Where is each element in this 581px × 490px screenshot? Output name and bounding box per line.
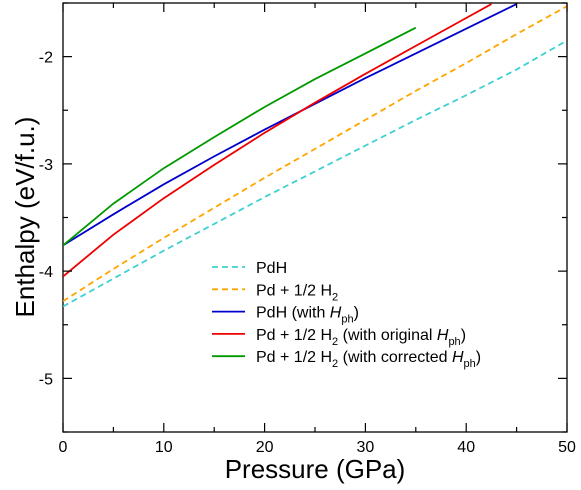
legend-label-5: Pd + 1/2 H2 (with corrected Hph)	[256, 349, 481, 370]
x-tick-label: 0	[59, 439, 68, 456]
series-line-4	[63, 3, 492, 278]
y-tick-label: -2	[39, 50, 53, 67]
series-line-1	[63, 39, 567, 308]
legend-label-4: Pd + 1/2 H2 (with original Hph)	[256, 327, 466, 348]
x-tick-label: 40	[457, 439, 475, 456]
y-tick-label: -5	[39, 371, 53, 388]
series-line-5	[63, 26, 417, 247]
x-tick-label: 10	[155, 439, 173, 456]
plot-area	[62, 2, 568, 433]
plot-frame	[62, 2, 568, 433]
y-tick-label: -4	[39, 264, 53, 281]
legend-label-1: PdH	[256, 260, 287, 277]
x-axis-title: Pressure (GPa)	[225, 454, 406, 484]
x-tick-label: 30	[357, 439, 375, 456]
y-axis-title: Enthalpy (eV/f.u.)	[10, 117, 40, 318]
x-tick-label: 20	[256, 439, 274, 456]
series-line-2	[63, 5, 567, 302]
y-axis: -5 -4 -3 -2	[39, 2, 567, 433]
x-tick-label: 50	[558, 439, 576, 456]
x-axis: 0 10 20 30 40 50	[59, 3, 576, 456]
series-line-3	[63, 3, 517, 247]
series-lines	[63, 3, 567, 308]
y-tick-label: -3	[39, 157, 53, 174]
legend-label-2: Pd + 1/2 H2	[256, 282, 338, 303]
legend-label-3: PdH (with Hph)	[256, 305, 359, 326]
